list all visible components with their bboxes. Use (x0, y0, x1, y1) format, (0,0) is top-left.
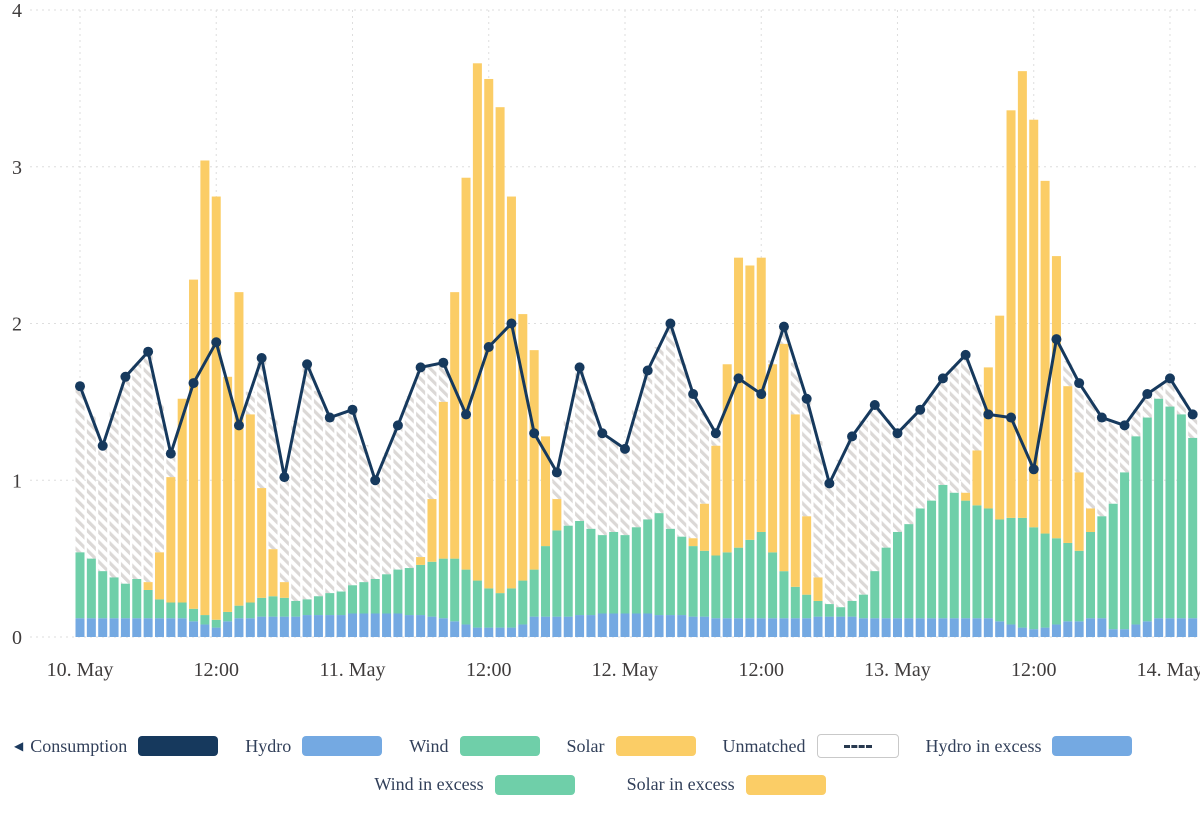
hydro-bars[interactable] (75, 613, 1198, 637)
chart-legend: ◀ Consumption Hydro Wind Solar Unmatched… (0, 734, 1200, 795)
legend-scroll-left-icon[interactable]: ◀ (14, 738, 24, 753)
solar-excess-swatch (745, 774, 826, 795)
legend-label: Hydro (245, 735, 292, 756)
svg-text:10. May: 10. May (47, 659, 114, 681)
legend-row-2: Wind in excess Solar in excess (0, 774, 1200, 795)
legend-label: Wind (409, 735, 449, 756)
dashed-line-icon (843, 744, 872, 748)
svg-text:12:00: 12:00 (193, 659, 239, 681)
wind-swatch (459, 736, 540, 756)
svg-text:12:00: 12:00 (466, 659, 512, 681)
legend-item-consumption[interactable]: ◀ Consumption (14, 735, 219, 757)
legend-label: Hydro in excess (925, 735, 1042, 756)
consumption-markers[interactable] (75, 318, 1198, 489)
legend-label: Consumption (30, 735, 128, 756)
svg-text:12. May: 12. May (592, 659, 659, 681)
legend-label: Solar (566, 735, 605, 756)
wind-excess-swatch (494, 774, 575, 795)
legend-item-wind-in-excess[interactable]: Wind in excess (374, 774, 575, 795)
legend-label: Solar in excess (626, 774, 735, 794)
svg-text:12:00: 12:00 (1011, 659, 1057, 681)
energy-chart: 0 1 2 3 4 10. May 12:00 11. May 12:00 12. May 12:0… (12, 0, 1200, 681)
hydro-excess-swatch (1052, 736, 1133, 756)
solar-swatch (615, 736, 696, 756)
svg-text:2: 2 (12, 314, 22, 336)
energy-chart-container: 0 1 2 3 4 10. May 12:00 11. May 12:00 12. May 12:0… (12, 0, 1200, 681)
svg-text:3: 3 (12, 157, 22, 179)
legend-item-unmatched[interactable]: Unmatched (723, 734, 899, 758)
x-axis-labels: 10. May 12:00 11. May 12:00 12. May 12:00 13. … (47, 659, 1200, 681)
consumption-swatch (138, 736, 219, 756)
legend-label: Wind in excess (374, 774, 484, 794)
wind-bars[interactable] (75, 398, 1198, 630)
unmatched-swatch (816, 734, 899, 758)
legend-row-1: ◀ Consumption Hydro Wind Solar Unmatched… (0, 734, 1200, 758)
legend-item-hydro-in-excess[interactable]: Hydro in excess (926, 736, 1133, 757)
svg-text:13. May: 13. May (864, 659, 931, 681)
hydro-swatch (302, 736, 383, 756)
svg-text:14. May: 14. May (1137, 659, 1200, 681)
svg-text:11. May: 11. May (320, 659, 386, 681)
legend-item-solar-in-excess[interactable]: Solar in excess (627, 774, 826, 795)
y-axis-labels: 0 1 2 3 4 (12, 0, 22, 649)
legend-label: Unmatched (722, 735, 806, 756)
solar-bars[interactable] (143, 63, 1096, 620)
svg-text:0: 0 (12, 627, 22, 649)
unmatched-bars[interactable] (75, 323, 1198, 608)
legend-item-wind[interactable]: Wind (409, 735, 540, 757)
svg-text:12:00: 12:00 (738, 659, 784, 681)
svg-text:1: 1 (12, 470, 22, 492)
legend-item-solar[interactable]: Solar (567, 736, 696, 757)
legend-item-hydro[interactable]: Hydro (245, 735, 383, 757)
svg-text:4: 4 (12, 0, 22, 22)
